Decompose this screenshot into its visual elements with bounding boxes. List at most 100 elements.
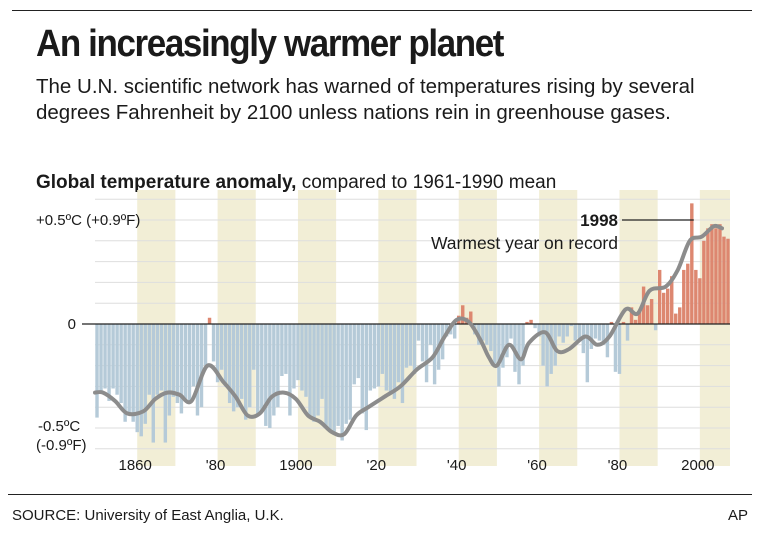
bar-1941 <box>461 305 465 324</box>
bar-1918 <box>368 324 373 391</box>
bar-1931 <box>420 324 425 362</box>
bar-1906 <box>320 324 324 399</box>
bar-1963 <box>549 324 553 374</box>
bar-1980 <box>617 324 622 374</box>
bar-1958 <box>529 319 533 324</box>
bar-1905 <box>316 324 320 416</box>
bar-1968 <box>569 324 573 327</box>
bar-2002 <box>706 228 710 324</box>
bar-1914 <box>352 324 356 385</box>
bar-1983 <box>629 307 634 324</box>
bar-1863 <box>147 324 151 395</box>
smoothed-trend-line <box>93 223 724 438</box>
bottom-rule <box>8 494 752 495</box>
chart-label-bold: Global temperature anomaly, <box>36 172 297 193</box>
bar-1865 <box>155 324 160 395</box>
bar-1956 <box>521 324 525 366</box>
bar-1974 <box>593 324 598 339</box>
bar-1857 <box>123 324 127 422</box>
bar-1998 <box>690 203 694 324</box>
bar-1916 <box>360 324 364 414</box>
y-tick-label: +0.5ºC (+0.9ºF) <box>36 212 140 229</box>
bar-1917 <box>364 324 368 431</box>
bar-1885 <box>235 324 240 408</box>
bar-1976 <box>601 324 606 345</box>
x-tick-label: 2000 <box>681 457 714 474</box>
bar-1989 <box>653 324 658 331</box>
bar-1890 <box>256 324 260 416</box>
x-tick-label: '20 <box>367 457 387 474</box>
bar-1895 <box>276 324 280 408</box>
bar-1898 <box>288 324 292 416</box>
bar-1972 <box>585 324 590 383</box>
bar-1999 <box>694 269 698 324</box>
bar-1990 <box>657 269 662 324</box>
bar-1862 <box>143 324 147 424</box>
bar-1969 <box>573 324 577 341</box>
bar-1908 <box>328 324 332 433</box>
bar-1910 <box>336 324 340 426</box>
bar-1929 <box>412 324 417 374</box>
bar-1886 <box>239 324 244 399</box>
bar-1930 <box>416 324 421 341</box>
bar-1926 <box>400 324 405 404</box>
bar-1854 <box>111 324 115 389</box>
bar-1959 <box>533 324 537 329</box>
bar-1921 <box>380 324 385 374</box>
bar-1883 <box>227 324 232 404</box>
bar-1899 <box>292 324 296 389</box>
bar-1887 <box>244 324 248 420</box>
bar-1946 <box>481 324 485 341</box>
bar-1939 <box>452 324 457 339</box>
bar-1966 <box>561 324 565 343</box>
y-tick-sublabel: (-0.9ºF) <box>36 437 86 454</box>
bar-1877 <box>203 324 208 366</box>
bar-1902 <box>304 324 308 397</box>
bar-1881 <box>219 324 224 370</box>
bar-1872 <box>183 324 188 399</box>
bar-1951 <box>501 324 505 368</box>
bar-1879 <box>211 324 216 362</box>
y-tick-label: 0 <box>68 316 76 333</box>
bar-1947 <box>485 324 489 345</box>
bar-1919 <box>372 324 377 389</box>
bar-1960 <box>537 324 541 337</box>
bar-1900 <box>296 324 300 381</box>
bar-1997 <box>686 263 690 324</box>
bar-1953 <box>509 324 513 339</box>
y-axis-labels: +0.5ºC (+0.9ºF) 0 -0.5ºC (-0.9ºF) <box>36 212 140 454</box>
bar-1867 <box>163 324 168 443</box>
bar-1973 <box>589 324 594 349</box>
x-tick-label: '80 <box>206 457 226 474</box>
bar-1984 <box>633 319 638 324</box>
bar-1981 <box>621 321 626 324</box>
bar-1859 <box>131 324 135 422</box>
bar-1874 <box>191 324 196 387</box>
chart-label-rest: compared to 1961-1990 mean <box>296 172 557 193</box>
bar-2006 <box>722 236 726 324</box>
temperature-anomaly-chart: +0.5ºC (+0.9ºF) 0 -0.5ºC (-0.9ºF) 1860 '80 19… <box>36 190 730 474</box>
bar-1880 <box>215 324 220 383</box>
x-tick-label: 1860 <box>119 457 152 474</box>
bar-1897 <box>284 324 288 374</box>
top-rule <box>12 10 752 11</box>
bar-1868 <box>167 324 172 416</box>
x-tick-label: '80 <box>608 457 628 474</box>
bar-1888 <box>248 324 252 408</box>
bar-1978 <box>609 321 614 324</box>
bar-1994 <box>674 313 678 324</box>
bar-1876 <box>199 324 204 408</box>
x-tick-label: 1900 <box>279 457 312 474</box>
bar-1878 <box>207 317 212 324</box>
bar-1861 <box>139 324 143 437</box>
bar-1884 <box>231 324 236 412</box>
bar-1866 <box>159 324 164 391</box>
chart-label: Global temperature anomaly, compared to … <box>36 171 556 195</box>
bar-1891 <box>260 324 264 412</box>
bar-1850 <box>95 324 99 418</box>
credit-line: AP <box>727 507 748 524</box>
bar-1955 <box>517 324 521 385</box>
source-line: SOURCE: University of East Anglia, U.K. <box>12 507 284 524</box>
bar-1991 <box>661 292 666 324</box>
bar-1864 <box>151 324 155 443</box>
